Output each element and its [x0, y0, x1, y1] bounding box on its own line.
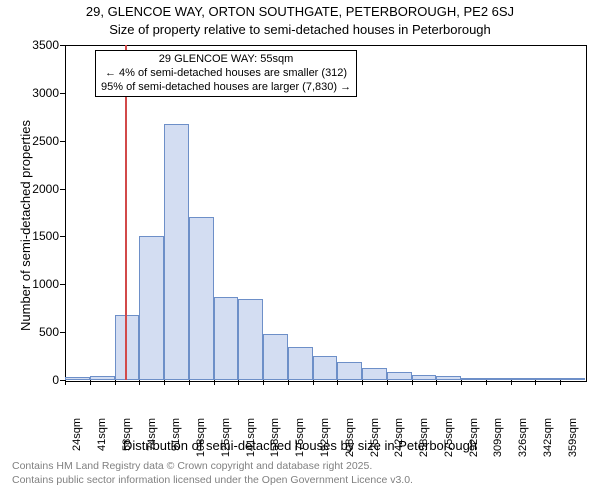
y-tick-label: 2500: [23, 134, 59, 148]
x-tick-label: 326sqm: [517, 418, 529, 478]
x-tick-mark: [337, 380, 338, 385]
histogram-bar: [189, 217, 214, 380]
x-tick-mark: [313, 380, 314, 385]
histogram-bar: [139, 236, 164, 380]
x-tick-label: 258sqm: [418, 418, 430, 478]
histogram-bar: [461, 378, 486, 380]
x-tick-mark: [436, 380, 437, 385]
annotation-line-3: 95% of semi-detached houses are larger (…: [101, 81, 351, 95]
x-tick-mark: [189, 380, 190, 385]
histogram-bar: [412, 375, 437, 380]
histogram-bar: [560, 378, 585, 380]
y-tick-label: 3500: [23, 38, 59, 52]
x-tick-mark: [412, 380, 413, 385]
x-tick-label: 309sqm: [492, 418, 504, 478]
x-tick-mark: [461, 380, 462, 385]
histogram-bar: [164, 124, 189, 381]
x-tick-mark: [535, 380, 536, 385]
x-tick-mark: [115, 380, 116, 385]
histogram-bar: [115, 315, 140, 380]
chart-title-line2: Size of property relative to semi-detach…: [0, 22, 600, 37]
x-tick-mark: [214, 380, 215, 385]
histogram-bar: [436, 376, 461, 380]
annotation-line-2: ← 4% of semi-detached houses are smaller…: [101, 67, 351, 81]
x-tick-mark: [90, 380, 91, 385]
chart-title-line1: 29, GLENCOE WAY, ORTON SOUTHGATE, PETERB…: [0, 4, 600, 19]
y-tick-label: 500: [23, 325, 59, 339]
x-tick-mark: [486, 380, 487, 385]
histogram-bar: [511, 378, 536, 380]
x-tick-label: 275sqm: [443, 418, 455, 478]
y-tick-label: 1500: [23, 229, 59, 243]
x-tick-mark: [139, 380, 140, 385]
histogram-bar: [65, 377, 90, 380]
histogram-bar: [90, 376, 115, 380]
histogram-bar: [313, 356, 338, 380]
x-tick-mark: [65, 380, 66, 385]
annotation-line-1: 29 GLENCOE WAY: 55sqm: [101, 53, 351, 67]
x-tick-mark: [362, 380, 363, 385]
footer-line-1: Contains HM Land Registry data © Crown c…: [12, 460, 372, 472]
y-tick-label: 0: [23, 373, 59, 387]
chart-container: 29, GLENCOE WAY, ORTON SOUTHGATE, PETERB…: [0, 0, 600, 500]
x-tick-label: 342sqm: [542, 418, 554, 478]
x-tick-mark: [263, 380, 264, 385]
histogram-bar: [387, 372, 412, 380]
histogram-bar: [535, 378, 560, 380]
x-tick-label: 292sqm: [468, 418, 480, 478]
histogram-bar: [486, 378, 511, 380]
footer-line-2: Contains public sector information licen…: [12, 474, 413, 486]
y-axis-label: Number of semi-detached properties: [18, 120, 33, 331]
histogram-bar: [263, 334, 288, 380]
histogram-bar: [337, 362, 362, 380]
annotation-box: 29 GLENCOE WAY: 55sqm ← 4% of semi-detac…: [95, 50, 357, 97]
x-tick-mark: [560, 380, 561, 385]
x-tick-label: 359sqm: [567, 418, 579, 478]
x-tick-mark: [511, 380, 512, 385]
y-tick-label: 2000: [23, 182, 59, 196]
x-tick-mark: [288, 380, 289, 385]
x-tick-mark: [164, 380, 165, 385]
x-tick-mark: [387, 380, 388, 385]
histogram-bar: [238, 299, 263, 380]
histogram-bar: [362, 368, 387, 380]
x-tick-label: 242sqm: [393, 418, 405, 478]
y-tick-label: 3000: [23, 86, 59, 100]
x-tick-mark: [238, 380, 239, 385]
histogram-bar: [214, 297, 239, 380]
histogram-bar: [288, 347, 313, 381]
y-tick-label: 1000: [23, 277, 59, 291]
